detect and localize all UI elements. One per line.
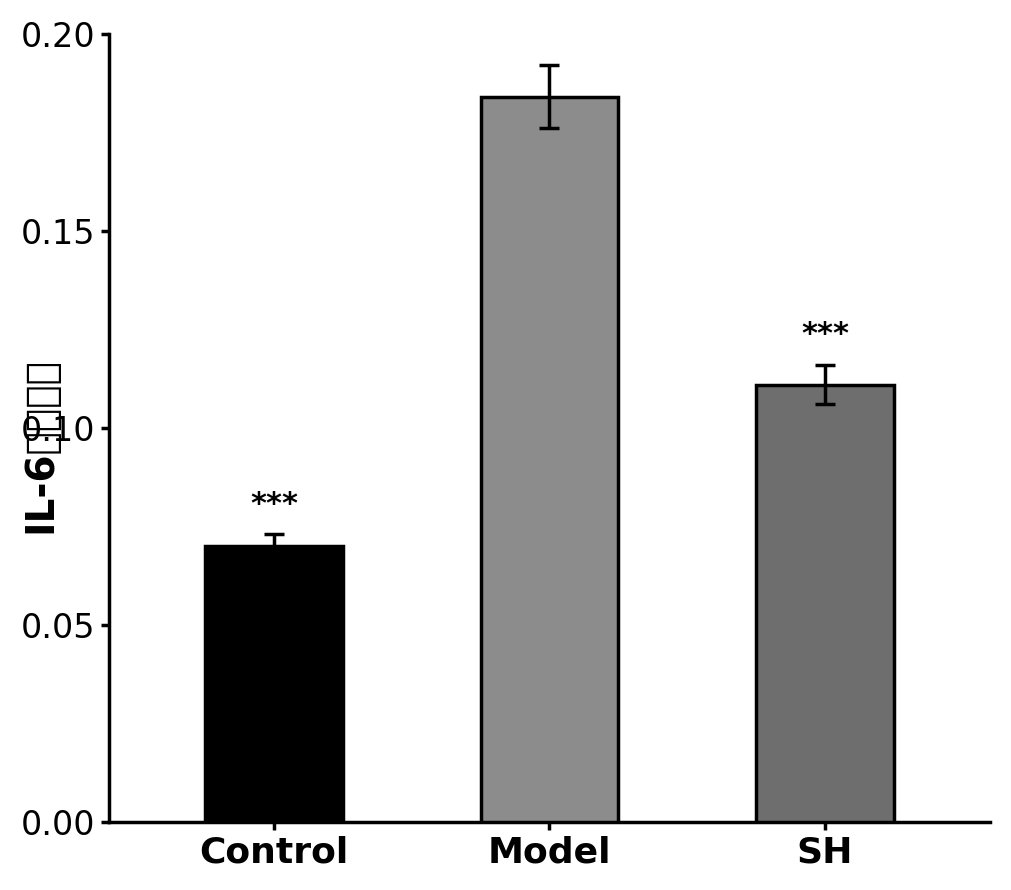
Text: ***: *** [801, 320, 849, 349]
Text: IL-6表达水平: IL-6表达水平 [21, 357, 60, 533]
Bar [480, 97, 619, 822]
Bar [205, 546, 343, 822]
Text: ***: *** [250, 490, 298, 519]
Bar [756, 384, 894, 822]
